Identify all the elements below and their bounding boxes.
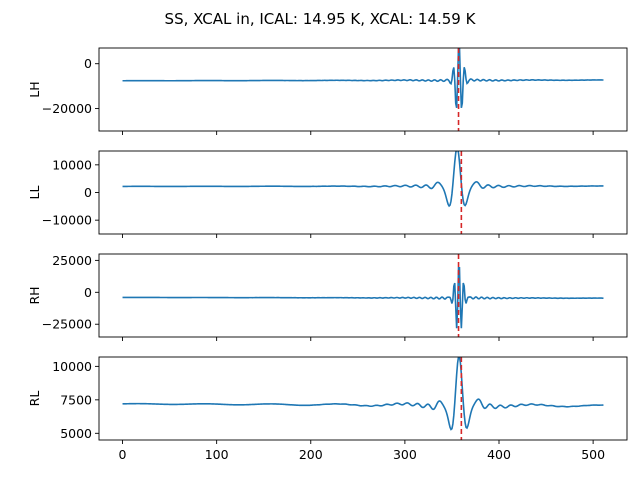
series-line-ll (122, 151, 604, 208)
y-tick-label: 10000 (52, 359, 92, 374)
axes-frame (98, 253, 628, 338)
series-line-rl (122, 357, 604, 431)
subplot-rl: 10000 7500 5000 RL 0 100 200 300 400 500 (27, 356, 628, 462)
y-axis-label: RH (27, 286, 42, 304)
y-axis-label: LH (27, 81, 42, 97)
series-line-lh (122, 48, 604, 109)
axes-frame (98, 150, 628, 235)
figure-title: SS, XCAL in, ICAL: 14.95 K, XCAL: 14.59 … (165, 10, 477, 28)
y-tick-label: 10000 (52, 157, 92, 172)
x-tick-label: 100 (205, 447, 229, 462)
x-tick-label: 400 (487, 447, 511, 462)
x-tick-label: 300 (393, 447, 417, 462)
y-axis-label: LL (27, 186, 42, 200)
y-tick-label: 25000 (52, 253, 92, 268)
x-tick-label: 0 (119, 447, 127, 462)
y-tick-label: 0 (84, 285, 92, 300)
x-tick-label: 200 (299, 447, 323, 462)
y-tick-label: 7500 (60, 392, 92, 407)
axes-frame (98, 47, 628, 132)
y-tick-label: 0 (84, 185, 92, 200)
x-tick-label: 500 (581, 447, 605, 462)
series-line-rh (122, 267, 604, 329)
y-tick-label: 0 (84, 56, 92, 71)
y-tick-label: 5000 (60, 426, 92, 441)
y-axis-label: RL (27, 391, 42, 407)
y-tick-label: −10000 (42, 213, 92, 228)
y-tick-label: −20000 (42, 101, 92, 116)
axes-frame (98, 356, 628, 441)
y-tick-label: −25000 (42, 317, 92, 332)
